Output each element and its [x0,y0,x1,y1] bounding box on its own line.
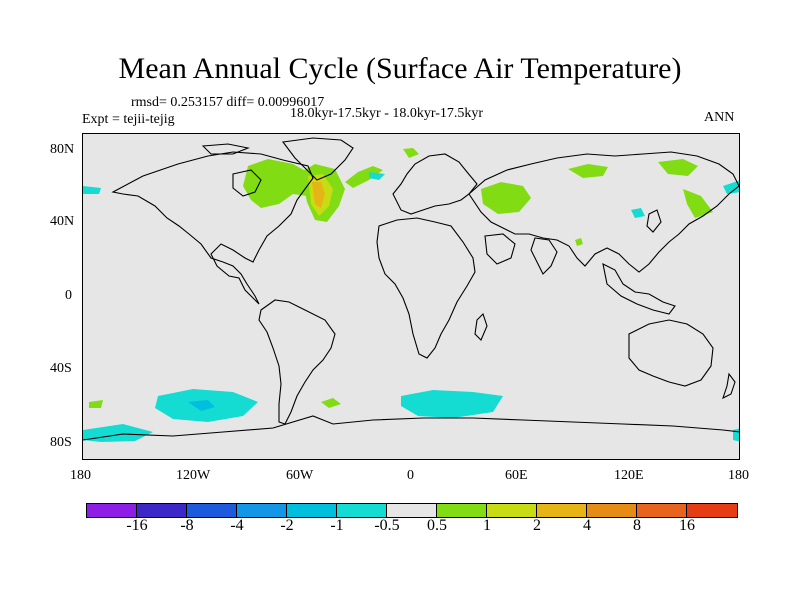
anomaly-region-south-atlantic-w [89,400,103,408]
coastline-hudson-bay [232,169,262,197]
colorbar-box [387,504,437,517]
coastline-southeast-asia [602,263,676,315]
anomaly-region-nw-atlantic-small [403,148,419,158]
lon-tick-label: 60E [505,468,528,483]
coastline-india [530,237,558,275]
coastline-asia [468,151,739,273]
coastline-madagascar [474,312,488,341]
coastline-australia [628,319,714,387]
colorbar-label: 1 [483,517,491,534]
colorbar-label: -8 [180,517,194,534]
colorbar-box [187,504,237,517]
colorbar-box [237,504,287,517]
colorbar-label: -1 [330,517,344,534]
coastline-north-america [111,151,314,305]
colorbar-label: 0.5 [427,517,447,534]
period-label: 18.0kyr-17.5kyr - 18.0kyr-17.5kyr [290,106,484,121]
season-label: ANN [704,110,735,125]
colorbar-box [487,504,537,517]
anomaly-region-siberia-e [658,159,698,176]
lon-tick-label: 60W [286,468,314,483]
lat-tick-label: 80N [50,142,75,157]
anomaly-region-tibet [575,238,583,246]
stats-label: rmsd= 0.253157 diff= 0.00996017 [131,95,325,110]
coastline-africa [376,217,476,359]
colorbar-label: -0.5 [374,517,400,534]
lat-tick-label: 40N [50,214,75,229]
lon-tick-label: 120E [614,468,644,483]
map-canvas [83,137,739,442]
anomaly-region-aleutian [723,180,739,194]
colorbar-box [87,504,137,517]
coastline-arctic-archipelago [201,143,250,155]
lat-tick-label: 80S [50,435,72,450]
colorbar-box [687,504,737,517]
anomaly-region-amundsen [83,424,153,442]
anomaly-region-south-pacific-core [188,400,215,411]
colorbar [86,503,738,518]
anomaly-region-south-indian [401,390,503,418]
anomaly-region-n-atlantic [345,166,383,188]
colorbar-box [287,504,337,517]
anomaly-region-northamerica [243,159,315,208]
colorbar-box [637,504,687,517]
anomaly-region-arctic-eu [369,172,385,180]
colorbar-label: -4 [230,517,244,534]
colorbar-box [537,504,587,517]
chart-title: Mean Annual Cycle (Surface Air Temperatu… [118,52,682,85]
lon-tick-label: 180 [728,468,749,483]
colorbar-box [587,504,637,517]
lon-tick-label: 120W [176,468,211,483]
map-panel [82,133,740,460]
colorbar-label: -2 [280,517,294,534]
experiment-label: Expt = tejii-tejig [82,112,175,127]
anomaly-region-japan [631,208,645,218]
anomaly-region-siberia-w [481,182,531,214]
anomaly-region-siberia-n [568,164,608,178]
colorbar-label: 8 [633,517,641,534]
colorbar-label: -16 [126,517,148,534]
anomaly-region-south-atlantic [321,398,341,408]
anomaly-region-alaska [83,186,101,194]
colorbar-box [137,504,187,517]
coastline-new-zealand [722,372,736,400]
lat-tick-label: 0 [65,288,72,303]
colorbar-label: 16 [679,517,695,534]
colorbar-label: 4 [583,517,591,534]
colorbar-box [437,504,487,517]
colorbar-box [337,504,387,517]
anomaly-region-antarctic-east [733,428,739,442]
coastline-south-america [258,299,336,425]
coastline-greenland [281,137,354,181]
coastline-europe [392,153,478,215]
anomaly-region-labrador-orange [312,182,325,208]
coastline-japan [646,209,662,233]
colorbar-label: 2 [533,517,541,534]
lon-tick-label: 180 [70,468,91,483]
anomaly-region-kamchatka [683,189,713,218]
lat-tick-label: 40S [50,361,72,376]
coastline-antarctica [83,415,739,441]
coastline-arabia [484,233,516,265]
lon-tick-label: 0 [407,468,414,483]
